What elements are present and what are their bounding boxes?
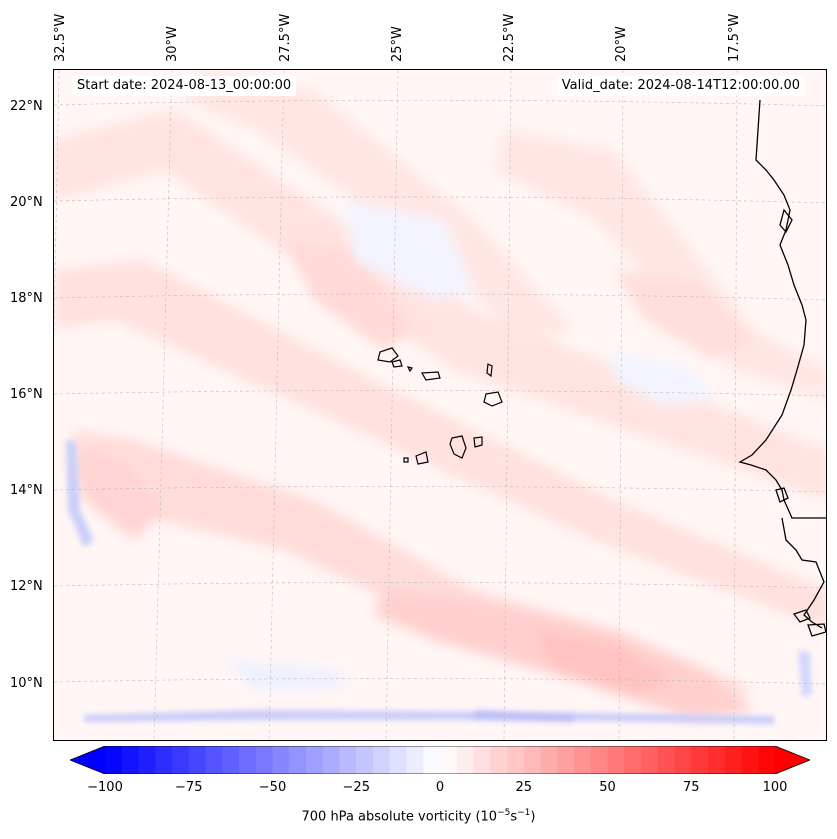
colorbar-bin (389, 746, 407, 774)
colorbar-bin (674, 746, 692, 774)
colorbar-bin (289, 746, 307, 774)
colorbar-bin (138, 746, 156, 774)
colorbar-bin (205, 746, 223, 774)
colorbar-bin (708, 746, 726, 774)
longitude-label: 30°W (165, 26, 180, 62)
colorbar-bin (523, 746, 541, 774)
colorbar-title-exponent-1: −5 (497, 808, 511, 818)
colorbar-bin (691, 746, 709, 774)
longitude-label: 17.5°W (727, 13, 742, 62)
colorbar-bin (239, 746, 257, 774)
vorticity-field (54, 70, 826, 740)
colorbar-tick-label: −100 (87, 780, 123, 795)
colorbar-tick-label: 75 (682, 780, 700, 795)
island-sao-nicolau (421, 371, 441, 381)
colorbar-bin (222, 746, 240, 774)
colorbar-bin (440, 746, 458, 774)
colorbar-bin (590, 746, 608, 774)
latitude-label: 20°N (10, 195, 43, 210)
latitude-label: 12°N (10, 579, 43, 594)
colorbar-title-text: 700 hPa absolute vorticity (10 (301, 809, 498, 825)
latitude-label: 18°N (10, 291, 43, 306)
colorbar-bin (423, 746, 441, 774)
colorbar-bin (339, 746, 357, 774)
colorbar-bin (356, 746, 374, 774)
colorbar-title-close: ) (530, 809, 536, 825)
colorbar-bin (121, 746, 139, 774)
negative-vorticity-streaks (66, 440, 812, 724)
colorbar-title-exponent-2: −1 (517, 808, 531, 818)
island-santiago (449, 435, 467, 459)
gridlines (54, 70, 826, 740)
start-date-label: Start date: 2024-08-13_00:00:00 (72, 76, 297, 96)
colorbar-bin (540, 746, 558, 774)
colorbar-tick-label: −50 (258, 780, 287, 795)
colorbar-tick-label: 100 (762, 780, 788, 795)
island-sao-vicente (391, 359, 403, 368)
valid-date-label: Valid_date: 2024-08-14T12:00:00.00 (556, 76, 805, 96)
longitude-label: 27.5°W (278, 13, 293, 62)
colorbar-bin (456, 746, 474, 774)
longitude-label: 32.5°W (53, 13, 68, 62)
colorbar-tick-label: 25 (515, 780, 533, 795)
colorbar-bin (641, 746, 659, 774)
colorbar-tick-label: −75 (175, 780, 203, 795)
longitude-label: 25°W (390, 26, 405, 62)
longitude-label: 22.5°W (502, 13, 517, 62)
colorbar-extend-low (70, 746, 105, 774)
colorbar-bin (724, 746, 742, 774)
colorbar-bin (406, 746, 424, 774)
colorbar-bin (741, 746, 759, 774)
colorbar-bin (758, 746, 776, 774)
island-santa-luzia (406, 366, 413, 373)
colorbar-bin (373, 746, 391, 774)
colorbar-bin (155, 746, 173, 774)
colorbar-bin (306, 746, 324, 774)
latitude-label: 10°N (10, 676, 43, 691)
colorbar-title: 700 hPa absolute vorticity (10−5s−1) (0, 808, 837, 824)
colorbar (70, 746, 810, 774)
latitude-label: 16°N (10, 387, 43, 402)
colorbar-bin (255, 746, 273, 774)
colorbar-tick-label: 50 (599, 780, 616, 795)
coastline (738, 99, 826, 637)
longitude-label: 20°W (614, 26, 629, 62)
colorbar-bin (188, 746, 206, 774)
colorbar-bin (574, 746, 592, 774)
island-fogo (415, 451, 429, 465)
colorbar-tick-label: 0 (435, 780, 445, 795)
island-santo-antao (377, 347, 399, 363)
island-brava (403, 457, 409, 463)
colorbar-bin (322, 746, 340, 774)
colorbar-title-unit: s (510, 809, 518, 825)
colorbar-bin (490, 746, 508, 774)
colorbar-bin (473, 746, 491, 774)
colorbar-bin (657, 746, 675, 774)
cape-verde-islands (377, 347, 503, 465)
colorbar-bin (507, 746, 525, 774)
colorbar-bin (105, 746, 123, 774)
colorbar-bin (624, 746, 642, 774)
colorbar-tick-label: −25 (342, 780, 370, 795)
colorbar-bin (557, 746, 575, 774)
island-boa-vista (483, 391, 503, 407)
map-panel[interactable] (53, 69, 827, 741)
island-sal (486, 363, 493, 378)
colorbar-bin (172, 746, 190, 774)
latitude-label: 22°N (10, 99, 43, 114)
island-maio (473, 436, 483, 448)
colorbar-extend-high (775, 746, 810, 774)
vorticity-bands (54, 70, 826, 720)
latitude-label: 14°N (10, 483, 43, 498)
colorbar-bin (607, 746, 625, 774)
colorbar-bin (272, 746, 290, 774)
